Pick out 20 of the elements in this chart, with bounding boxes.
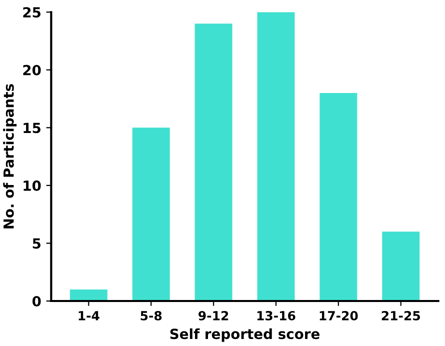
y-tick-label: 10: [24, 180, 41, 191]
y-tick-label: 25: [23, 7, 40, 18]
x-axis-title: Self reported score: [170, 328, 320, 342]
x-tick-label: 17-20: [320, 310, 358, 320]
bar: [132, 128, 170, 302]
bar: [320, 93, 358, 302]
x-tick-label: 1-4: [78, 311, 100, 320]
y-tick-label: 5: [32, 238, 40, 249]
x-tick-label: 5-8: [140, 310, 162, 320]
y-tick-label: 20: [23, 64, 41, 76]
y-tick-label: 15: [24, 122, 40, 134]
x-tick-label: 9-12: [198, 310, 228, 320]
x-tick-label: 21-25: [382, 310, 420, 320]
bar: [194, 24, 232, 302]
y-axis-title: No. of Participants: [3, 84, 17, 228]
x-tick-label: 13-16: [257, 310, 296, 320]
bar: [382, 232, 420, 302]
y-tick-label: 0: [32, 296, 41, 306]
bar: [257, 12, 295, 302]
bar: [70, 289, 108, 302]
